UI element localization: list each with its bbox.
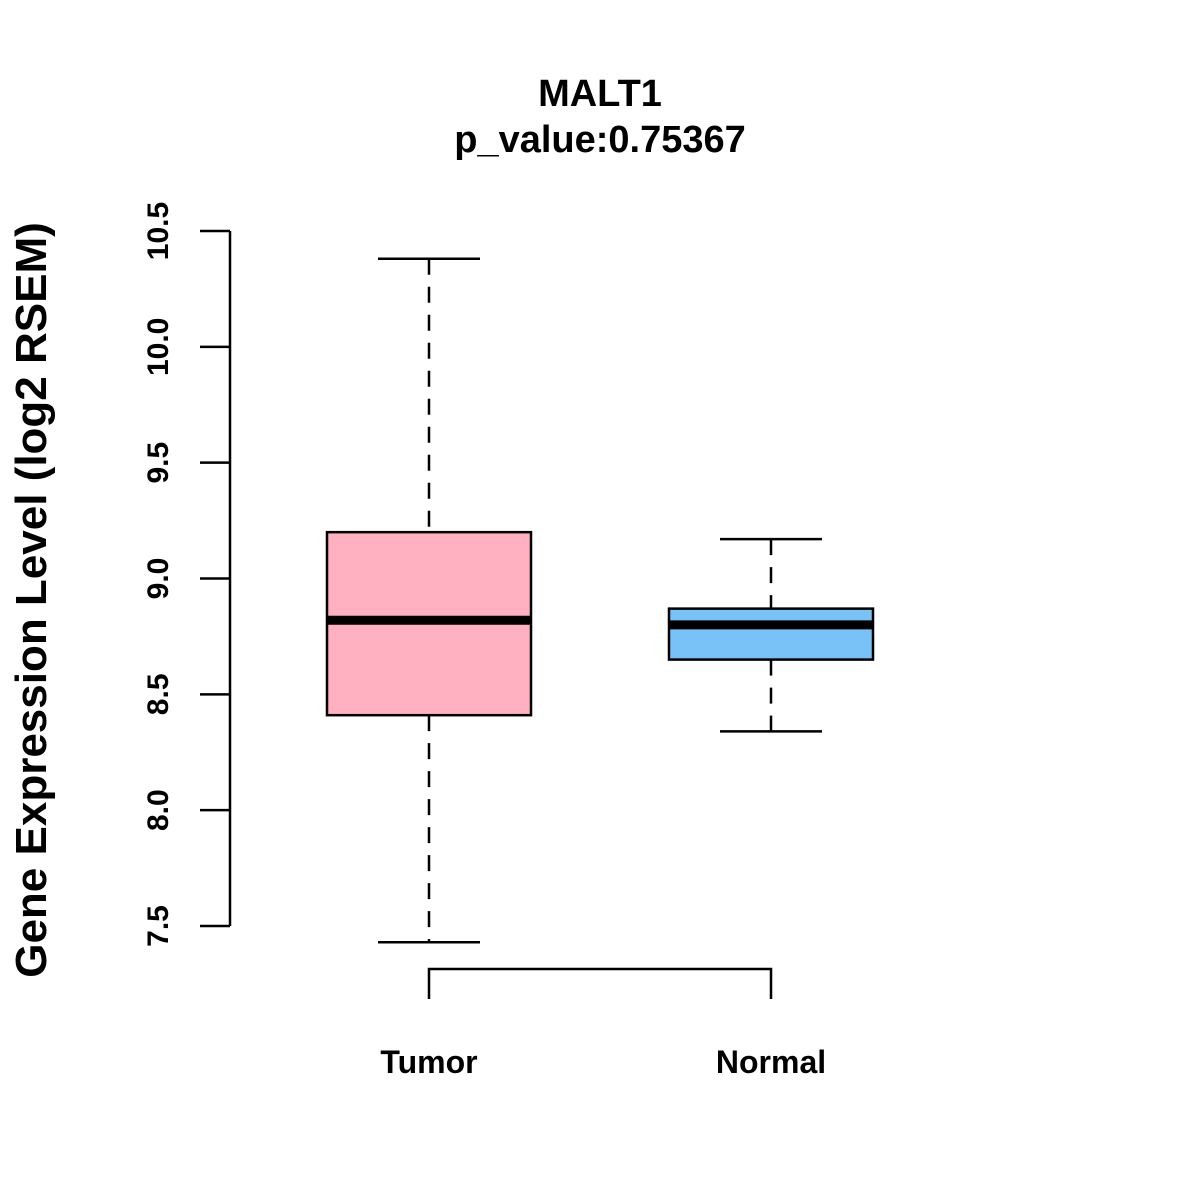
y-axis: 7.5 8.0 8.5 9.0 9.5 10.0 10.5 <box>142 202 232 947</box>
box-tumor <box>325 257 533 944</box>
y-tick-label: 10.5 <box>142 202 175 260</box>
chart-title: MALT1 <box>538 73 662 115</box>
y-tick-label: 8.0 <box>142 789 175 831</box>
chart-subtitle: p_value:0.75367 <box>454 119 746 161</box>
category-label-tumor: Tumor <box>380 1044 477 1080</box>
y-tick-label: 9.5 <box>142 442 175 484</box>
y-tick-label: 9.0 <box>142 558 175 600</box>
box-group <box>325 257 875 944</box>
y-axis-label: Gene Expression Level (log2 RSEM) <box>7 222 56 978</box>
box-normal <box>667 537 875 733</box>
category-labels: Tumor Normal <box>380 1044 826 1080</box>
y-tick-label: 8.5 <box>142 673 175 715</box>
y-tick-label: 7.5 <box>142 905 175 947</box>
comparison-bracket <box>427 967 773 999</box>
box-body <box>667 607 875 661</box>
y-tick-label: 10.0 <box>142 318 175 376</box>
category-label-normal: Normal <box>716 1044 826 1080</box>
bracket-line <box>427 967 773 999</box>
